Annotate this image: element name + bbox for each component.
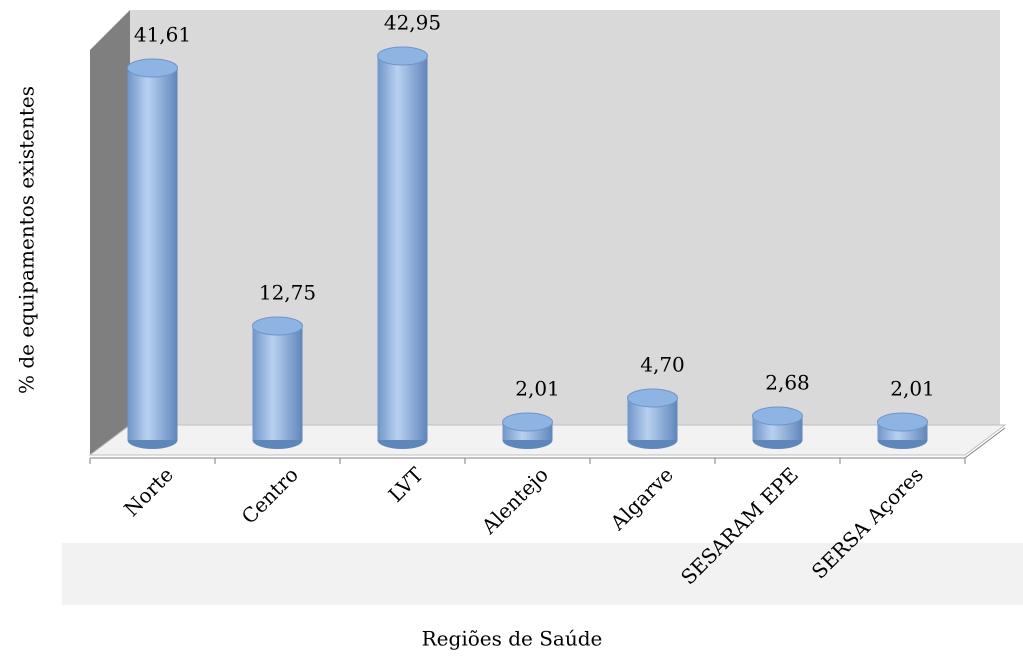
data-label: 2,68 xyxy=(765,371,810,395)
bar xyxy=(252,326,303,440)
data-label: 41,61 xyxy=(134,22,191,46)
label-band xyxy=(62,543,1023,605)
bar xyxy=(127,67,178,441)
data-label: 2,01 xyxy=(515,377,560,401)
x-tick-label: Norte xyxy=(119,462,178,521)
back-wall xyxy=(130,10,1000,425)
bar-top xyxy=(502,412,553,432)
bar-top xyxy=(377,46,428,66)
bar-top xyxy=(627,388,678,408)
bar-top xyxy=(127,58,178,78)
bar-top xyxy=(252,316,303,336)
bar-top xyxy=(877,412,928,432)
data-label: 2,01 xyxy=(890,377,935,401)
x-tick-label: Algarve xyxy=(605,462,678,535)
data-label: 12,75 xyxy=(259,281,316,305)
data-label: 4,70 xyxy=(640,352,685,376)
x-tick-label: Centro xyxy=(237,462,303,528)
bar-top xyxy=(752,406,803,426)
x-tick-label: Alentejo xyxy=(476,462,553,539)
y-axis-title: % de equipamentos existentes xyxy=(15,86,39,394)
x-axis-title: Regiões de Saúde xyxy=(422,627,603,651)
bar xyxy=(377,56,428,440)
x-axis-depth xyxy=(964,427,1006,459)
data-label: 42,95 xyxy=(384,11,441,35)
side-wall xyxy=(90,10,130,455)
x-tick-label: LVT xyxy=(384,462,429,507)
